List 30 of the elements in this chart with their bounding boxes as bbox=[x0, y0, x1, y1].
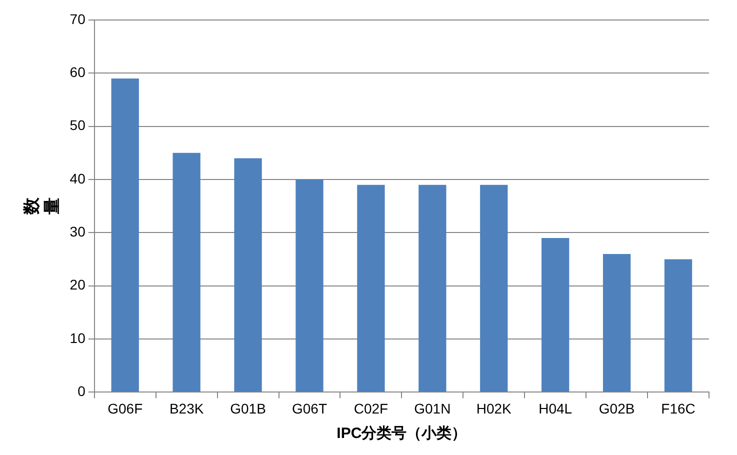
y-axis-title: 数量 bbox=[22, 196, 62, 216]
bar bbox=[664, 259, 692, 392]
x-tick-label: B23K bbox=[169, 400, 204, 416]
x-tick-label: H04L bbox=[538, 400, 572, 416]
y-tick-label: 40 bbox=[70, 170, 86, 186]
x-tick-label: F16C bbox=[661, 400, 696, 416]
y-tick-label: 50 bbox=[70, 117, 86, 134]
y-tick-label: 30 bbox=[70, 224, 86, 240]
y-tick-label: 60 bbox=[70, 64, 86, 80]
bar bbox=[357, 184, 385, 392]
bar bbox=[418, 184, 446, 392]
x-tick-label: G02B bbox=[598, 400, 635, 416]
y-tick-label: 70 bbox=[70, 10, 86, 27]
x-tick-label: G06T bbox=[292, 400, 328, 416]
y-tick-label: 20 bbox=[70, 276, 86, 293]
x-tick-label: H02K bbox=[476, 400, 512, 416]
x-tick-label: G01B bbox=[230, 400, 266, 416]
x-tick-label: G06F bbox=[108, 400, 143, 416]
y-tick-label: 0 bbox=[78, 383, 86, 400]
bar bbox=[480, 184, 508, 392]
bar bbox=[602, 254, 631, 392]
bar bbox=[542, 238, 570, 392]
y-tick-label: 10 bbox=[70, 330, 86, 346]
x-tick-label: G01N bbox=[414, 400, 451, 416]
x-axis-title: IPC分类号（小类） bbox=[336, 425, 467, 442]
bar bbox=[296, 180, 324, 392]
bar bbox=[172, 152, 200, 392]
x-tick-label: C02F bbox=[354, 400, 388, 416]
bar bbox=[234, 158, 262, 392]
bar bbox=[111, 78, 139, 392]
